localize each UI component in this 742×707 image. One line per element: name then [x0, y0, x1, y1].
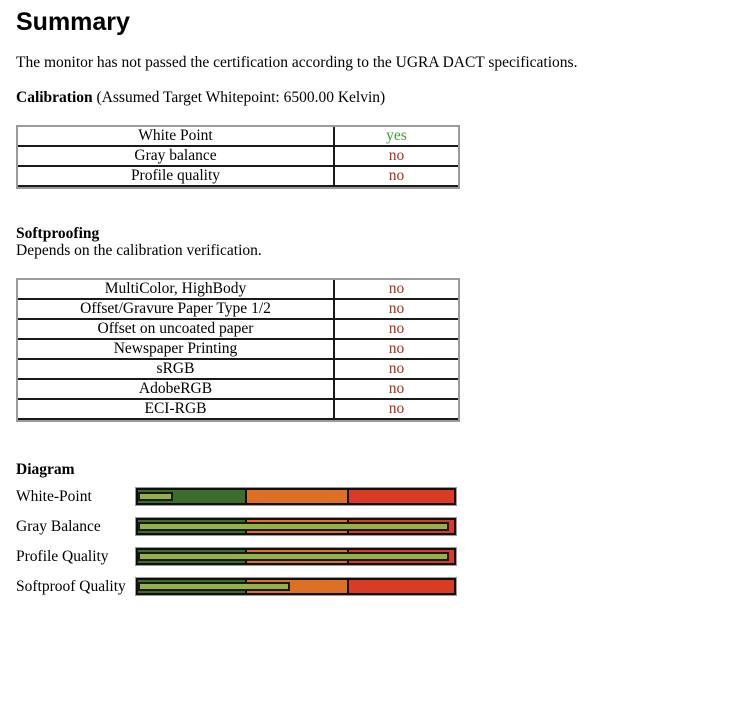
gray-balance-scale-bar — [135, 517, 457, 536]
calibration-table: White Point yes Gray balance no Profile … — [16, 125, 460, 189]
table-row: Profile quality no — [18, 167, 458, 187]
indicator-bar — [138, 492, 173, 501]
status-cell: no — [335, 320, 458, 340]
row-label: Newspaper Printing — [18, 340, 335, 360]
diagram-row-label: Gray Balance — [16, 517, 101, 535]
status-cell: no — [335, 280, 458, 300]
diagram-row: Softproof Quality — [16, 577, 726, 596]
status-value: no — [388, 167, 405, 184]
row-label: MultiColor, HighBody — [18, 280, 335, 300]
row-label: Offset/Gravure Paper Type 1/2 — [18, 300, 335, 320]
status-cell: no — [335, 400, 458, 420]
report-page: Summary The monitor has not passed the c… — [0, 8, 742, 596]
calibration-subtitle: (Assumed Target Whitepoint: 6500.00 Kelv… — [96, 89, 386, 106]
row-label: ECI-RGB — [18, 400, 335, 420]
status-value: no — [388, 340, 405, 357]
intro-text: The monitor has not passed the certifica… — [16, 54, 578, 71]
calibration-heading-label: Calibration — [16, 89, 93, 106]
status-value: no — [388, 280, 405, 297]
row-label: Gray balance — [18, 147, 335, 167]
status-value: no — [388, 320, 405, 337]
status-cell: no — [335, 147, 458, 167]
diagram-row: Gray Balance — [16, 517, 726, 536]
status-cell: yes — [335, 127, 458, 147]
table-row: Newspaper Printing no — [18, 340, 458, 360]
softproof-quality-scale-bar — [135, 577, 457, 596]
table-row: White Point yes — [18, 127, 458, 147]
diagram-row-label: White-Point — [16, 487, 92, 505]
status-cell: no — [335, 380, 458, 400]
profile-quality-scale-bar — [135, 547, 457, 566]
status-cell: no — [335, 300, 458, 320]
diagram-heading: Diagram — [16, 461, 75, 478]
table-row: sRGB no — [18, 360, 458, 380]
diagram-section: White-Point Gray Balance Profile Quality — [16, 487, 726, 596]
table-row: Gray balance no — [18, 147, 458, 167]
table-row: Offset/Gravure Paper Type 1/2 no — [18, 300, 458, 320]
calibration-heading: Calibration (Assumed Target Whitepoint: … — [16, 89, 726, 106]
softproofing-heading-label: Softproofing — [16, 225, 100, 242]
diagram-row-label: Softproof Quality — [16, 577, 126, 595]
status-value: no — [388, 380, 405, 397]
row-label: AdobeRGB — [18, 380, 335, 400]
page-title: Summary — [16, 8, 130, 36]
status-value: no — [388, 400, 405, 417]
softproofing-heading: Softproofing — [16, 225, 726, 242]
indicator-bar — [138, 582, 290, 591]
table-row: MultiColor, HighBody no — [18, 280, 458, 300]
red-zone — [346, 490, 454, 503]
status-cell: no — [335, 167, 458, 187]
table-row: Offset on uncoated paper no — [18, 320, 458, 340]
table-row: AdobeRGB no — [18, 380, 458, 400]
indicator-bar — [138, 552, 450, 561]
status-value: yes — [386, 127, 407, 144]
diagram-row: White-Point — [16, 487, 726, 506]
status-cell: no — [335, 360, 458, 380]
status-value: no — [388, 360, 405, 377]
row-label: sRGB — [18, 360, 335, 380]
diagram-row-label: Profile Quality — [16, 547, 109, 565]
table-row: ECI-RGB no — [18, 400, 458, 420]
status-value: no — [388, 300, 405, 317]
status-cell: no — [335, 340, 458, 360]
indicator-bar — [138, 522, 450, 531]
status-value: no — [388, 147, 405, 164]
red-zone — [346, 580, 454, 593]
orange-zone — [245, 490, 347, 503]
softproofing-section: Softproofing Depends on the calibration … — [16, 225, 726, 259]
white-point-scale-bar — [135, 487, 457, 506]
row-label: Profile quality — [18, 167, 335, 187]
row-label: White Point — [18, 127, 335, 147]
diagram-row: Profile Quality — [16, 547, 726, 566]
softproofing-note: Depends on the calibration verification. — [16, 242, 262, 259]
row-label: Offset on uncoated paper — [18, 320, 335, 340]
softproofing-table: MultiColor, HighBody no Offset/Gravure P… — [16, 278, 460, 422]
